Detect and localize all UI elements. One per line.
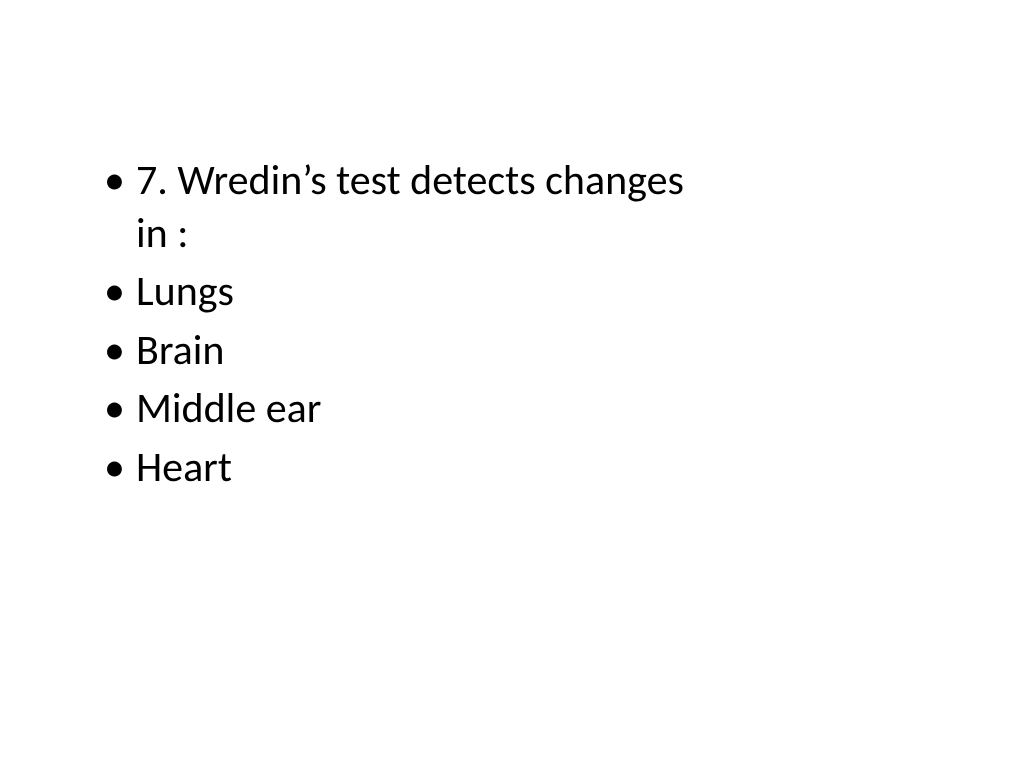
bullet-text: Brain [136, 325, 224, 376]
list-item: Brain [90, 325, 696, 378]
slide-body: 7. Wredin’s test detects changes in : Lu… [0, 0, 1024, 768]
bullet-text: Lungs [136, 266, 234, 317]
list-item: Heart [90, 442, 696, 495]
list-item: Middle ear [90, 383, 696, 436]
list-item: Lungs [90, 266, 696, 319]
bullet-text: Middle ear [136, 383, 321, 434]
list-item: 7. Wredin’s test detects changes in : [90, 155, 696, 260]
bullet-text: Heart [136, 442, 232, 493]
bullet-text: 7. Wredin’s test detects changes in : [136, 155, 684, 259]
bullet-list: 7. Wredin’s test detects changes in : Lu… [90, 155, 934, 494]
